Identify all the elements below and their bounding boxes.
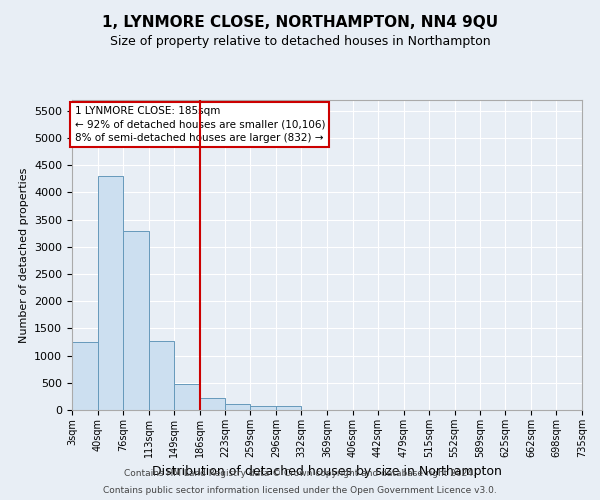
Bar: [225, 404, 250, 410]
Text: Size of property relative to detached houses in Northampton: Size of property relative to detached ho…: [110, 35, 490, 48]
Text: 1, LYNMORE CLOSE, NORTHAMPTON, NN4 9QU: 1, LYNMORE CLOSE, NORTHAMPTON, NN4 9QU: [102, 15, 498, 30]
Bar: [174, 384, 199, 410]
Y-axis label: Number of detached properties: Number of detached properties: [19, 168, 29, 342]
Bar: [123, 230, 149, 410]
Bar: [72, 342, 98, 410]
Text: Contains public sector information licensed under the Open Government Licence v3: Contains public sector information licen…: [103, 486, 497, 495]
Bar: [98, 176, 123, 410]
Bar: [149, 341, 174, 410]
Text: 1 LYNMORE CLOSE: 185sqm
← 92% of detached houses are smaller (10,106)
8% of semi: 1 LYNMORE CLOSE: 185sqm ← 92% of detache…: [74, 106, 325, 142]
X-axis label: Distribution of detached houses by size in Northampton: Distribution of detached houses by size …: [152, 466, 502, 478]
Text: Contains HM Land Registry data © Crown copyright and database right 2024.: Contains HM Land Registry data © Crown c…: [124, 468, 476, 477]
Bar: [250, 406, 276, 410]
Bar: [276, 406, 301, 410]
Bar: [199, 398, 225, 410]
